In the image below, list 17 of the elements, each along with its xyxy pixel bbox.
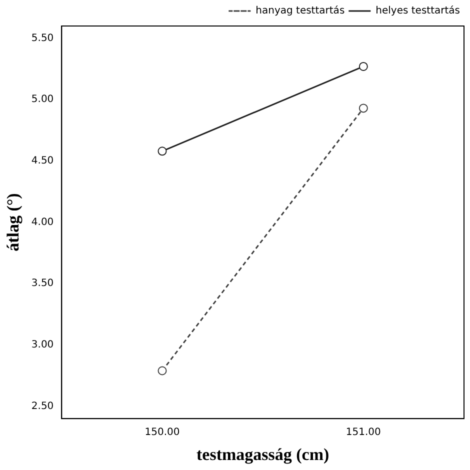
y-tick-label: 2.50 [31,400,54,412]
y-tick-label: 3.00 [31,340,54,351]
y-tick-label: 3.50 [31,278,54,290]
x-axis-title: testmagasság (cm) [196,445,330,464]
legend-label: hanyag testtartás [256,6,345,17]
point [158,146,167,156]
y-tick-label: 4.00 [31,216,54,228]
point [358,104,368,113]
y-axis-title: átlag (°) [4,193,23,252]
x-tick-label: 151.00 [346,427,381,438]
point [358,62,368,71]
legend-label: helyes testtartás [376,6,460,17]
point [158,366,167,376]
y-tick-label: 5.50 [31,32,54,44]
y-tick-label: 4.50 [31,156,54,167]
y-tick-label: 5.00 [31,94,54,106]
x-tick-label: 150.00 [144,427,180,438]
